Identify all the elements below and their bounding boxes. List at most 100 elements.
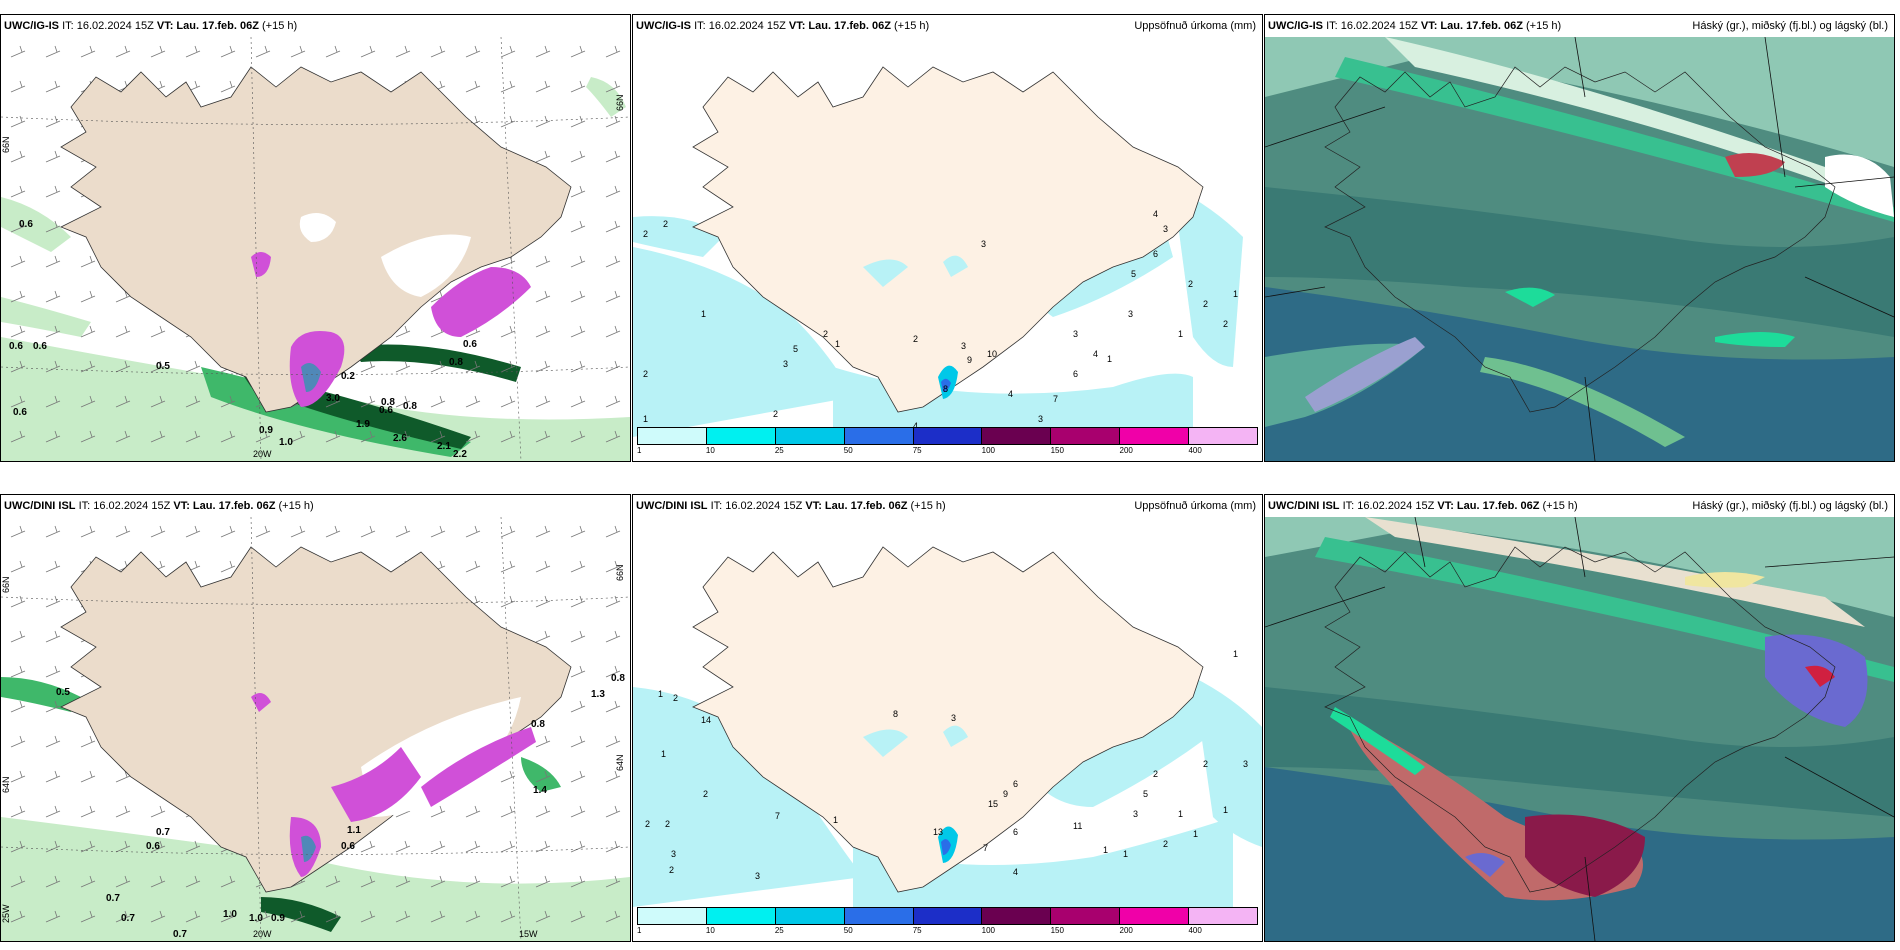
model-name: UWC/IG-IS (636, 20, 691, 32)
precip-value: 2 (1188, 279, 1193, 289)
wind-value: 0.6 (33, 341, 47, 352)
precip-value: 3 (783, 359, 788, 369)
colorbar-cell (913, 428, 983, 444)
precip-value: 9 (967, 355, 972, 365)
colorbar-ticks: 1 10 25 50 75 100 150 200 400 (637, 926, 1258, 937)
panel-header: UWC/DINI ISL IT: 16.02.2024 15Z VT: Lau.… (633, 495, 1262, 517)
wind-value: 1.4 (533, 785, 547, 796)
colorbar-cell (706, 428, 776, 444)
colorbar-cell (982, 428, 1052, 444)
wind-value: 0.6 (463, 339, 477, 350)
wind-value: 0.6 (13, 407, 27, 418)
wind-value: 0.8 (531, 719, 545, 730)
wind-value: 1.0 (249, 913, 263, 924)
wind-value: 0.8 (449, 357, 463, 368)
precip-value: 2 (665, 819, 670, 829)
lat-label: 66N (615, 94, 625, 111)
wind-value: 1.0 (279, 437, 293, 448)
precip-value: 2 (643, 369, 648, 379)
precip-value: 3 (961, 341, 966, 351)
precip-map: 1 2 14 1 2 2 3 2 2 7 3 1 8 3 13 15 6 9 7… (633, 517, 1262, 941)
colorbar-cell (913, 908, 983, 924)
precip-value: 6 (1153, 249, 1158, 259)
colorbar-cell (1051, 428, 1121, 444)
cloud-panel-top: UWC/IG-IS IT: 16.02.2024 15Z VT: Lau. 17… (1264, 14, 1895, 462)
lead-time: (+15 h) (278, 500, 314, 512)
colorbar-tick: 200 (1119, 926, 1133, 935)
panel-header: UWC/IG-IS IT: 16.02.2024 15Z VT: Lau. 17… (1, 15, 630, 37)
wind-value: 0.7 (121, 913, 135, 924)
precip-value: 6 (1073, 369, 1078, 379)
colorbar-ticks: 1 10 25 50 75 100 150 200 400 (637, 446, 1258, 457)
precip-value: 15 (988, 799, 998, 809)
colorbar-cell (1051, 908, 1121, 924)
wind-value: 2.2 (453, 449, 467, 460)
lat-label: 66N (615, 564, 625, 581)
precip-value: 3 (1133, 809, 1138, 819)
colorbar-cell (1189, 908, 1258, 924)
precip-value: 3 (1243, 759, 1248, 769)
colorbar-tick: 10 (705, 926, 715, 935)
precip-value: 4 (1013, 867, 1018, 877)
wind-value: 0.6 (341, 841, 355, 852)
precip-value: 2 (1203, 299, 1208, 309)
lat-label: 64N (615, 754, 625, 771)
panel-header: UWC/DINI ISL IT: 16.02.2024 15Z VT: Lau.… (1, 495, 630, 517)
precip-value: 4 (1093, 349, 1098, 359)
colorbar-tick: 150 (1050, 446, 1064, 455)
colorbar-tick: 50 (843, 446, 853, 455)
wind-value: 2.6 (393, 433, 407, 444)
precip-value: 3 (755, 871, 760, 881)
model-name: UWC/DINI ISL (4, 500, 76, 512)
precip-value: 3 (951, 713, 956, 723)
colorbar-tick: 150 (1050, 926, 1064, 935)
colorbar-tick: 100 (981, 926, 995, 935)
model-name: UWC/IG-IS (4, 20, 59, 32)
init-time: IT: 16.02.2024 15Z (710, 500, 803, 512)
lat-label: 66N (1, 136, 11, 153)
precip-value: 14 (701, 715, 711, 725)
precip-panel-top: UWC/IG-IS IT: 16.02.2024 15Z VT: Lau. 17… (632, 14, 1263, 462)
precip-value: 1 (1233, 649, 1238, 659)
precip-value: 2 (703, 789, 708, 799)
precip-value: 2 (1153, 769, 1158, 779)
wind-value: 0.8 (403, 401, 417, 412)
wind-map: 0.6 0.6 0.6 0.6 0.5 0.2 0.9 1.0 0.8 0.8 … (1, 37, 630, 461)
precip-value: 2 (913, 334, 918, 344)
precip-value: 6 (1013, 779, 1018, 789)
lead-time: (+15 h) (1542, 500, 1578, 512)
valid-time: VT: Lau. 17.feb. 06Z (788, 20, 891, 32)
precip-value: 2 (823, 329, 828, 339)
wind-value: 0.7 (156, 827, 170, 838)
precip-value: 2 (669, 865, 674, 875)
lat-label: 66N (1, 576, 11, 593)
wind-value: 3.0 (326, 393, 340, 404)
colorbar-tick: 400 (1188, 446, 1202, 455)
valid-time: VT: Lau. 17.feb. 06Z (805, 500, 908, 512)
precip-value: 3 (981, 239, 986, 249)
init-time: IT: 16.02.2024 15Z (1326, 20, 1418, 32)
precip-value: 5 (1131, 269, 1136, 279)
iceland-outline (1324, 546, 1836, 893)
precip-value: 5 (1143, 789, 1148, 799)
wind-value: 0.5 (156, 361, 170, 372)
wind-value: 1.1 (347, 825, 361, 836)
panel-title: Háský (gr.), miðský (fj.bl.) og lágský (… (1692, 500, 1888, 512)
precip-value: 1 (835, 339, 840, 349)
precip-value: 2 (1223, 319, 1228, 329)
wind-value: 0.6 (379, 405, 393, 416)
lon-label: 20W (253, 929, 272, 939)
precip-value: 7 (775, 811, 780, 821)
precip-value: 1 (1233, 289, 1238, 299)
wind-value: 1.3 (591, 689, 605, 700)
colorbar-cell (1189, 428, 1258, 444)
init-time: IT: 16.02.2024 15Z (1342, 500, 1435, 512)
wind-value: 2.1 (437, 441, 451, 452)
valid-time: VT: Lau. 17.feb. 06Z (173, 500, 276, 512)
colorbar-cell (638, 428, 707, 444)
colorbar-cell (775, 908, 845, 924)
colorbar-tick: 10 (705, 446, 715, 455)
colorbar-cell (1120, 428, 1190, 444)
colorbar-cell (844, 428, 914, 444)
panel-header: UWC/IG-IS IT: 16.02.2024 15Z VT: Lau. 17… (1265, 15, 1894, 37)
